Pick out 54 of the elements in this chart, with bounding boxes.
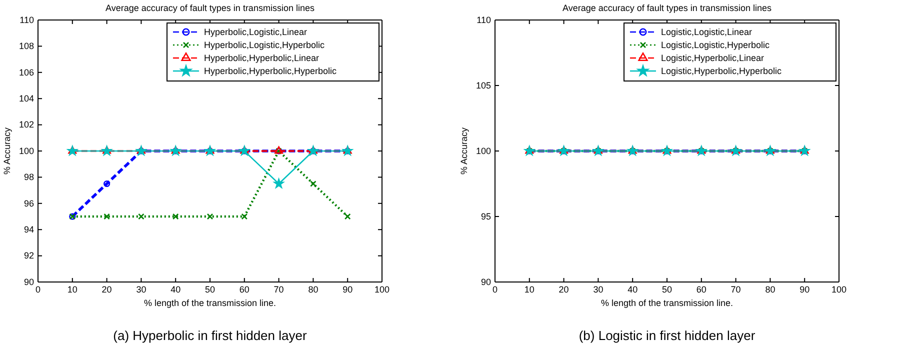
y-tick-label: 98 <box>24 172 34 182</box>
y-tick-label: 100 <box>476 146 491 156</box>
x-tick-label: 90 <box>342 284 353 294</box>
y-tick-label: 110 <box>476 14 491 25</box>
x-tick-label: 30 <box>593 284 604 294</box>
x-tick-label: 0 <box>492 284 498 294</box>
legend-label: Logistic,Logistic,Hyperbolic <box>661 40 770 50</box>
x-tick-label: 30 <box>136 284 146 294</box>
legend-label: Hyperbolic,Logistic,Linear <box>204 27 308 37</box>
y-tick-label: 102 <box>18 120 34 130</box>
x-tick-label: 60 <box>239 284 250 294</box>
y-tick-label: 110 <box>20 14 34 25</box>
y-tick-label: 106 <box>18 67 34 78</box>
x-tick-label: 40 <box>628 284 638 294</box>
legend-label: Logistic,Logistic,Linear <box>661 27 752 37</box>
y-tick-label: 90 <box>480 276 491 287</box>
y-axis-title: % Accuracy <box>2 127 12 175</box>
x-tick-label: 80 <box>308 284 318 294</box>
y-tick-label: 108 <box>18 41 34 52</box>
x-tick-label: 50 <box>204 284 216 294</box>
x-tick-label: 0 <box>35 284 41 294</box>
y-tick-label: 90 <box>24 276 34 287</box>
x-tick-label: 40 <box>170 284 181 294</box>
y-tick-label: 92 <box>24 250 34 261</box>
y-axis-title: % Accuracy <box>459 127 469 175</box>
y-tick-label: 95 <box>480 211 491 222</box>
x-tick-label: 70 <box>274 284 284 294</box>
text: (a) Hyperbolic in first hidden layer <box>113 328 308 343</box>
x-tick-label: 10 <box>67 284 78 294</box>
y-tick-label: 94 <box>24 224 34 234</box>
legend-label: Hyperbolic,Logistic,Hyperbolic <box>204 40 326 50</box>
x-tick-label: 60 <box>696 284 706 294</box>
x-tick-label: 20 <box>102 284 112 294</box>
y-tick-label: 105 <box>476 80 491 90</box>
x-axis-title: % length of the transmission line. <box>600 298 734 308</box>
y-tick-label: 96 <box>24 198 34 208</box>
x-tick-label: 80 <box>765 284 776 294</box>
x-tick-label: 50 <box>662 284 672 294</box>
x-axis-title: % length of the transmission line. <box>144 298 276 308</box>
x-tick-label: 90 <box>800 284 810 294</box>
x-tick-label: 100 <box>374 284 390 294</box>
legend-label: Hyperbolic,Hyperbolic,Linear <box>204 53 320 63</box>
x-tick-label: 10 <box>524 284 534 294</box>
y-tick-label: 104 <box>18 93 34 104</box>
chart-title: Average accuracy of fault types in transmission lines <box>106 3 315 13</box>
legend-label: Logistic,Hyperbolic,Linear <box>661 53 764 63</box>
chart-title: Average accuracy of fault types in transmission lines <box>562 3 772 13</box>
text: (b) Logistic in first hidden layer <box>578 328 756 343</box>
x-tick-label: 100 <box>831 284 847 294</box>
y-tick-label: 100 <box>18 146 34 156</box>
legend-label: Logistic,Hyperbolic,Hyperbolic <box>661 66 782 76</box>
x-tick-label: 70 <box>730 284 741 294</box>
legend-label: Hyperbolic,Hyperbolic,Hyperbolic <box>204 66 338 76</box>
x-tick-label: 20 <box>558 284 569 294</box>
